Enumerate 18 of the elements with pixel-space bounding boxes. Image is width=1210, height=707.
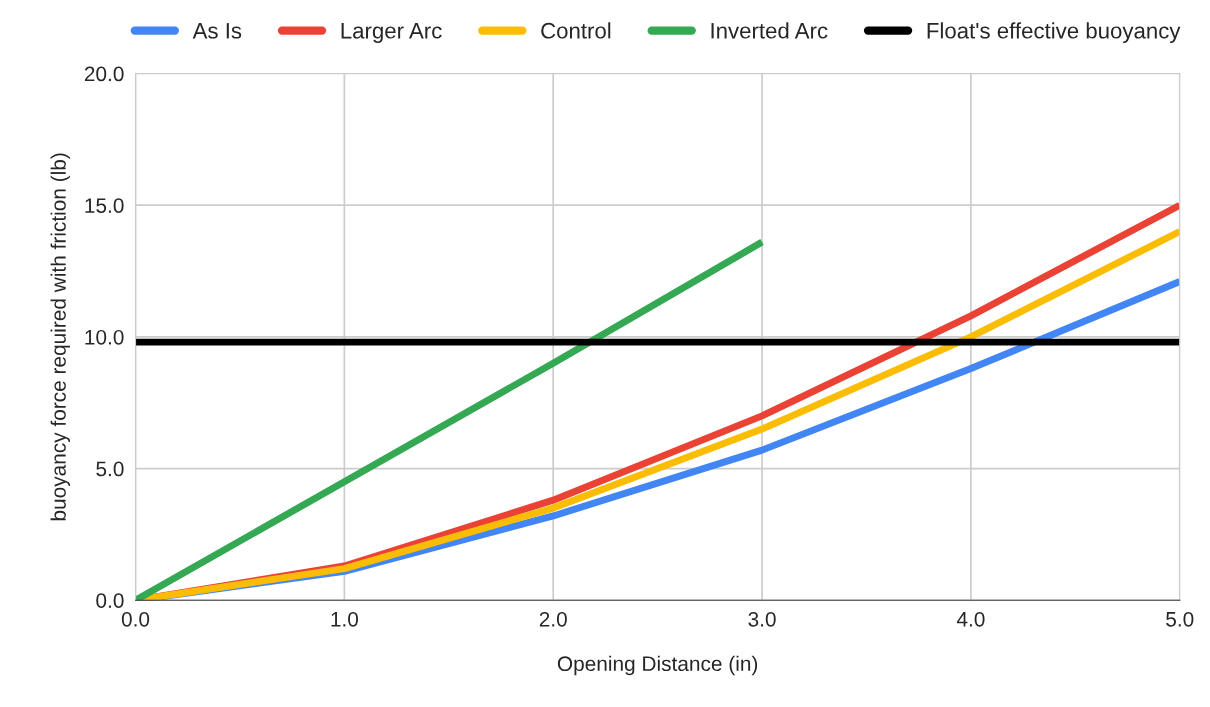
x-tick-label: 2.0 [539, 611, 567, 627]
x-axis-title: Opening Distance (in) [557, 655, 758, 676]
y-axis-title: buoyancy force required with friction (lb) [50, 153, 70, 521]
legend-label: Float's effective buoyancy [927, 22, 1181, 43]
legend-label: As Is [192, 23, 242, 39]
y-tick-label: 10.0 [85, 329, 124, 345]
y-tick-label: 5.0 [96, 461, 124, 477]
legend-label: Inverted Arc [711, 22, 828, 39]
legend-label: Control [541, 22, 611, 39]
x-tick-label: 5.0 [1166, 611, 1194, 627]
y-tick-label: 15.0 [85, 198, 124, 213]
x-tick-label: 3.0 [748, 611, 776, 627]
x-tick-label: 0.0 [121, 611, 150, 627]
legend-label: Larger Arc [341, 23, 442, 43]
x-tick-label: 1.0 [331, 611, 359, 627]
y-tick-label: 20.0 [84, 66, 124, 82]
x-tick-label: 4.0 [956, 611, 985, 627]
y-tick-label: 0.0 [96, 593, 124, 608]
